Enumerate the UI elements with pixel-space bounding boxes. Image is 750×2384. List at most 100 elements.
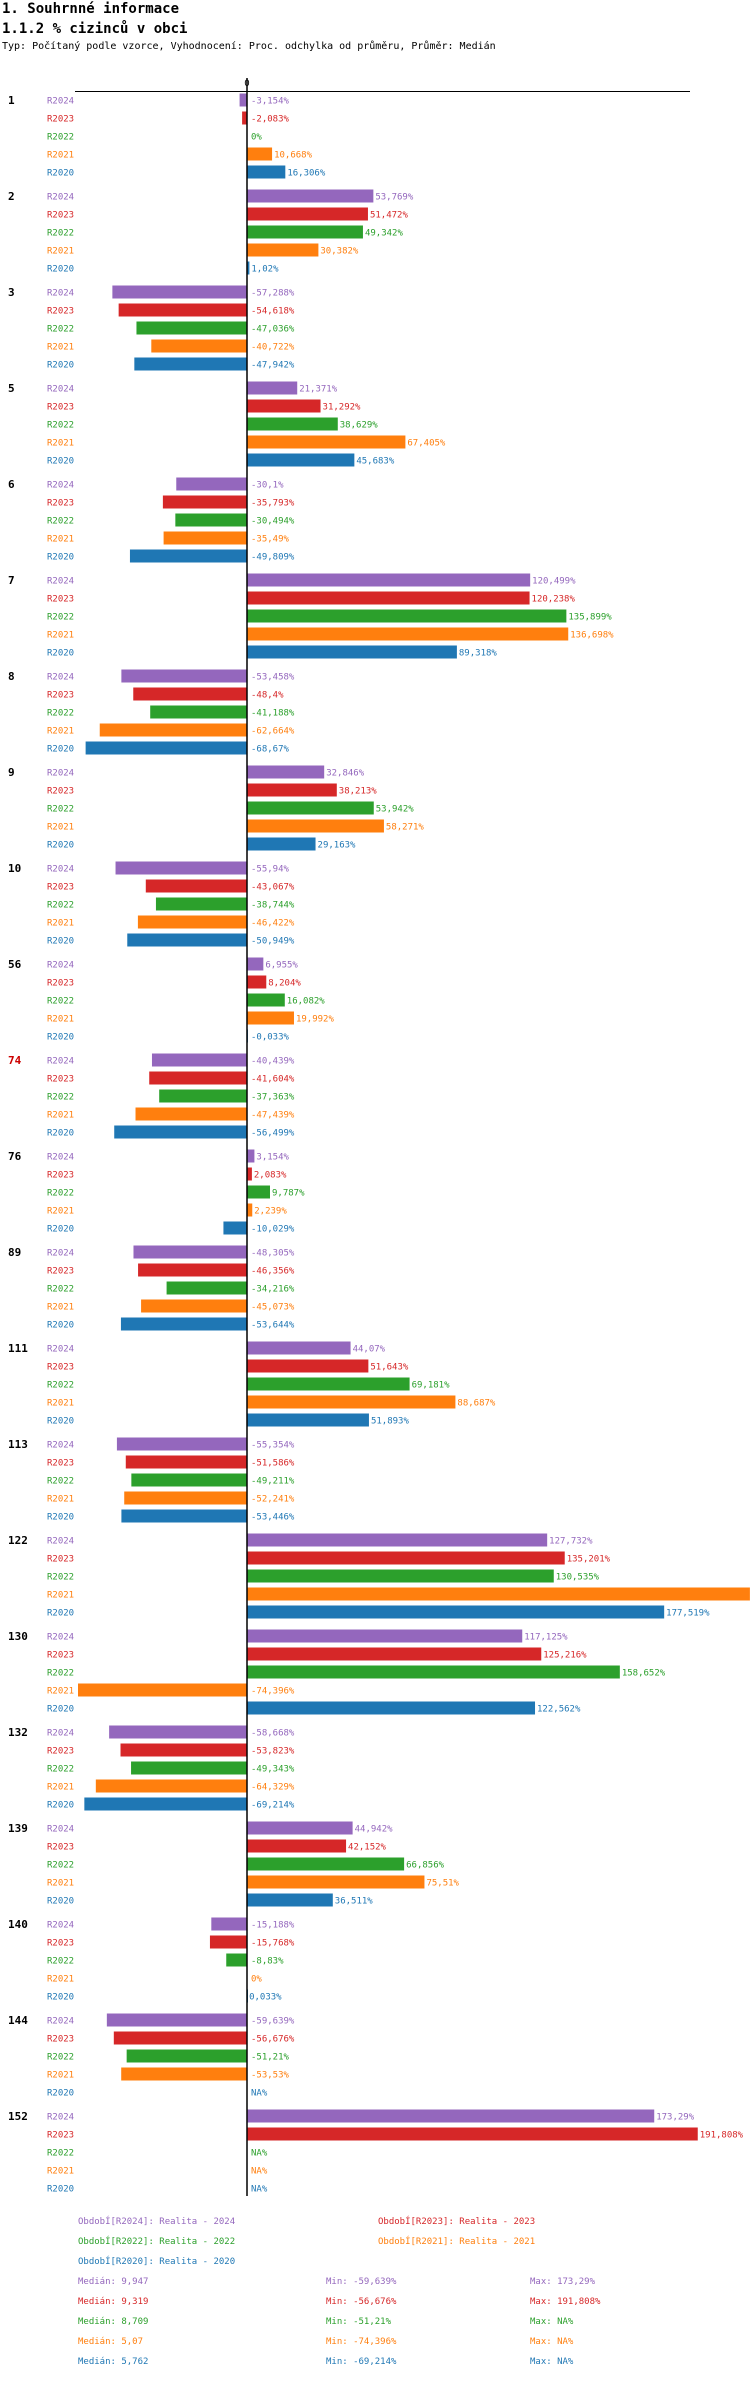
bar-139-R2020 [247, 1893, 333, 1907]
series-label: R2021 [47, 535, 74, 545]
series-label: R2021 [47, 1399, 74, 1409]
stat-median-R2023: Medián: 9,319 [78, 2297, 148, 2307]
bar-2-R2024 [247, 189, 374, 203]
value-label-56-R2022: 16,082% [287, 997, 326, 1007]
value-label-3-R2022: -47,036% [251, 325, 295, 335]
value-label-5-R2024: 21,371% [299, 385, 338, 395]
bar-144-R2022 [126, 2049, 247, 2063]
series-label: R2023 [47, 1267, 74, 1277]
bar-3-R2023 [118, 303, 247, 317]
value-label-132-R2022: -49,343% [251, 1765, 295, 1775]
value-label-10-R2021: -46,422% [251, 919, 295, 929]
legend-entry-R2024: ObdobÍ[R2024]: Realita - 2024 [78, 2215, 235, 2227]
bar-2-R2021 [247, 243, 319, 257]
value-label-139-R2023: 42,152% [348, 1843, 387, 1853]
series-label: R2021 [47, 631, 74, 641]
value-label-111-R2020: 51,893% [371, 1417, 410, 1427]
group-label-111: 111 [8, 1342, 28, 1355]
bar-76-R2023 [247, 1167, 252, 1181]
group-label-76: 76 [8, 1150, 22, 1163]
value-label-76-R2020: -10,029% [251, 1225, 295, 1235]
series-label: R2021 [47, 823, 74, 833]
series-label: R2022 [47, 325, 74, 335]
series-label: R2020 [47, 2185, 74, 2195]
bar-2-R2020 [247, 261, 250, 275]
value-label-139-R2022: 66,856% [406, 1861, 445, 1871]
value-label-9-R2023: 38,213% [339, 787, 378, 797]
series-label: R2023 [47, 2131, 74, 2141]
bar-8-R2021 [99, 723, 248, 737]
series-label: R2022 [47, 901, 74, 911]
value-label-1-R2024: -3,154% [251, 97, 290, 107]
bar-10-R2023 [145, 879, 247, 893]
series-label: R2021 [47, 343, 74, 353]
series-label: R2022 [47, 1765, 74, 1775]
value-label-89-R2023: -46,356% [251, 1267, 295, 1277]
value-label-132-R2023: -53,823% [251, 1747, 295, 1757]
value-label-122-R2023: 135,201% [567, 1555, 611, 1565]
stat-min-R2023: Min: -56,676% [326, 2297, 397, 2307]
chart-header: 1. Souhrnné informace 1.1.2 % cizinců v … [2, 0, 742, 54]
bar-5-R2021 [247, 435, 406, 449]
value-label-144-R2024: -59,639% [251, 2017, 295, 2027]
bar-10-R2024 [115, 861, 247, 875]
series-label: R2024 [47, 2113, 74, 2123]
bar-152-R2024 [247, 2109, 655, 2123]
series-label: R2023 [47, 787, 74, 797]
series-label: R2023 [47, 1459, 74, 1469]
value-label-56-R2024: 6,955% [265, 961, 298, 971]
bar-113-R2020 [121, 1509, 247, 1523]
bar-6-R2022 [175, 513, 247, 527]
series-label: R2021 [47, 1687, 74, 1697]
value-label-132-R2021: -64,329% [251, 1783, 295, 1793]
bar-10-R2020 [127, 933, 247, 947]
bar-89-R2021 [141, 1299, 247, 1313]
bar-122-R2020 [247, 1605, 665, 1619]
group-label-9: 9 [8, 766, 15, 779]
series-label: R2020 [47, 1321, 74, 1331]
bar-111-R2020 [247, 1413, 369, 1427]
stat-min-R2022: Min: -51,21% [326, 2317, 392, 2327]
series-label: R2023 [47, 307, 74, 317]
bar-5-R2022 [247, 417, 338, 431]
group-label-152: 152 [8, 2110, 28, 2123]
bar-1-R2020 [247, 165, 286, 179]
value-label-144-R2020: NA% [251, 2089, 268, 2099]
bar-1-R2023 [242, 111, 247, 125]
bar-113-R2023 [125, 1455, 247, 1469]
stat-median-R2020: Medián: 5,762 [78, 2357, 148, 2367]
bar-56-R2021 [247, 1011, 294, 1025]
legend-entry-R2022: ObdobÍ[R2022]: Realita - 2022 [78, 2235, 235, 2247]
group-label-139: 139 [8, 1822, 28, 1835]
value-label-152-R2020: NA% [251, 2185, 268, 2195]
series-label: R2024 [47, 1057, 74, 1067]
bar-130-R2020 [247, 1701, 536, 1715]
bar-144-R2021 [121, 2067, 247, 2081]
series-label: R2021 [47, 1879, 74, 1889]
value-label-56-R2023: 8,204% [268, 979, 301, 989]
bar-8-R2020 [85, 741, 247, 755]
bar-9-R2022 [247, 801, 374, 815]
series-label: R2021 [47, 919, 74, 929]
group-label-7: 7 [8, 574, 15, 587]
bar-144-R2024 [106, 2013, 247, 2027]
series-label: R2021 [47, 247, 74, 257]
bar-2-R2023 [247, 207, 368, 221]
series-label: R2022 [47, 1093, 74, 1103]
series-label: R2020 [47, 2089, 74, 2099]
series-label: R2024 [47, 1249, 74, 1259]
bar-132-R2020 [84, 1797, 247, 1811]
bar-140-R2024 [211, 1917, 247, 1931]
bar-9-R2024 [247, 765, 325, 779]
value-label-89-R2021: -45,073% [251, 1303, 295, 1313]
series-label: R2020 [47, 457, 74, 467]
stat-max-R2022: Max: NA% [530, 2317, 574, 2327]
value-label-140-R2023: -15,768% [251, 1939, 295, 1949]
value-label-130-R2024: 117,125% [524, 1633, 568, 1643]
value-label-113-R2024: -55,354% [251, 1441, 295, 1451]
bar-7-R2022 [247, 609, 567, 623]
series-label: R2023 [47, 1843, 74, 1853]
series-label: R2022 [47, 517, 74, 527]
series-label: R2024 [47, 1825, 74, 1835]
value-label-111-R2021: 88,687% [457, 1399, 496, 1409]
